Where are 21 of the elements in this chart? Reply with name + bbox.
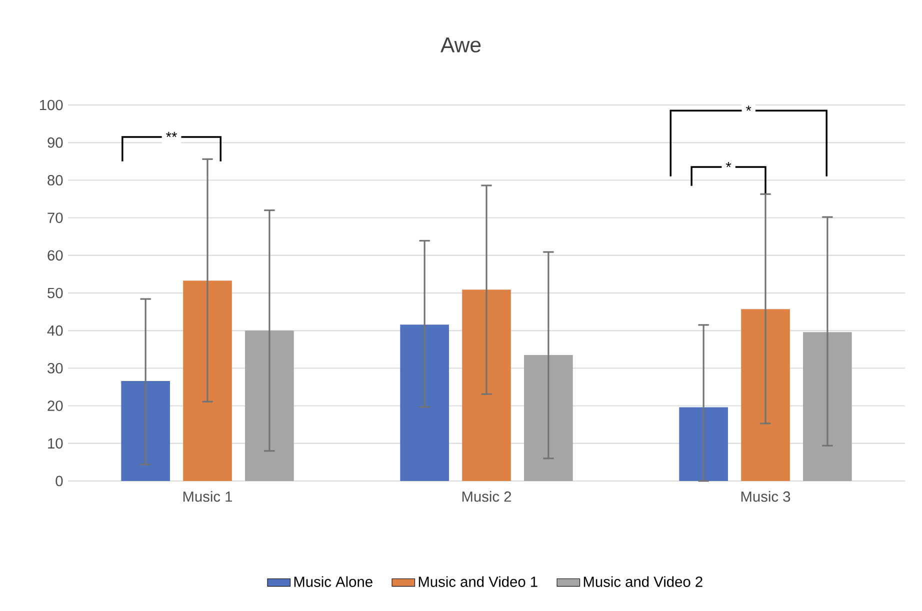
y-tick-label: 80 [48, 175, 63, 186]
legend-label: Music and Video 2 [584, 576, 702, 587]
y-tick-label: 0 [56, 476, 63, 486]
legend-label: Music Alone [294, 576, 372, 587]
x-tick-label: Music 3 [741, 491, 790, 502]
annotation: ** [166, 132, 177, 138]
legend-label: Music and Video 1 [418, 576, 538, 587]
y-tick-label: 100 [40, 100, 63, 110]
y-tick-label: 50 [48, 288, 63, 298]
y-tick-label: 20 [48, 400, 63, 411]
y-tick-label: 70 [48, 212, 63, 223]
x-tick-label: Music 1 [183, 491, 232, 502]
chart-title: Awe [440, 38, 481, 52]
y-tick-label: 10 [48, 438, 63, 449]
annotation: * [726, 162, 732, 168]
annotation: * [746, 106, 752, 111]
y-tick-label: 60 [48, 250, 63, 261]
x-tick-label: Music 2 [462, 491, 512, 502]
y-tick-label: 90 [48, 137, 63, 148]
y-tick-label: 30 [48, 363, 63, 374]
y-tick-label: 40 [47, 325, 63, 336]
